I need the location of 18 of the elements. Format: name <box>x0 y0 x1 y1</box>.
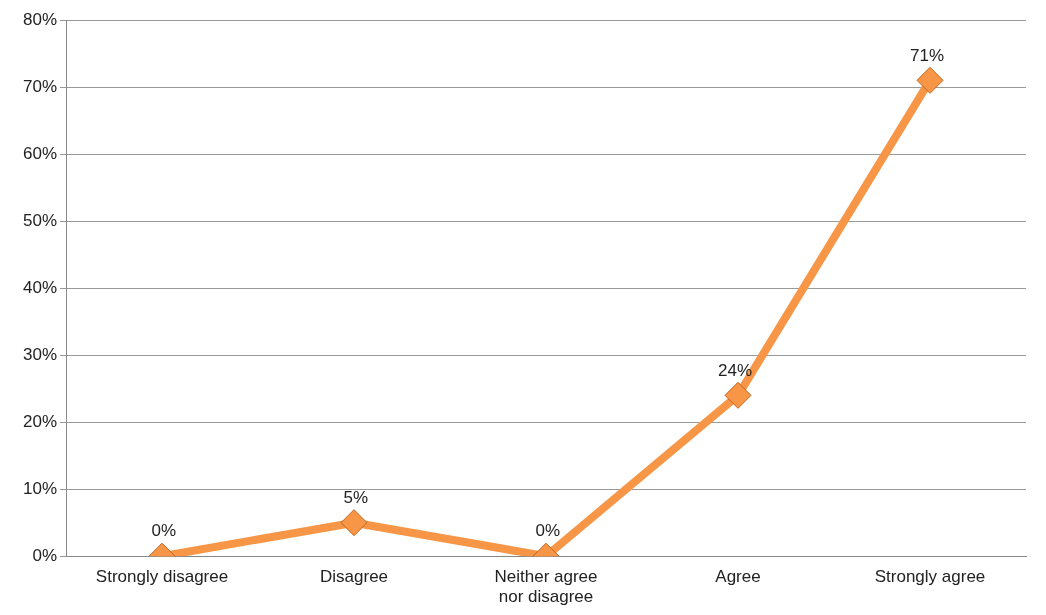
data-label: 0% <box>535 521 561 541</box>
y-tick-label: 30% <box>22 344 58 364</box>
x-tick-label: Agree <box>715 567 761 587</box>
y-tick-label: 20% <box>22 411 58 431</box>
y-tick-label: 50% <box>22 210 58 230</box>
y-tick-label: 0% <box>32 545 58 565</box>
y-tick-label: 70% <box>22 76 58 96</box>
data-label: 0% <box>151 521 177 541</box>
y-tick-label: 40% <box>22 277 58 297</box>
y-tick-label: 60% <box>22 143 58 163</box>
x-tick-label: Neither agree nor disagree <box>494 567 598 607</box>
data-label: 71% <box>909 45 944 65</box>
y-tick-label: 10% <box>22 478 58 498</box>
y-tick-label: 80% <box>22 9 58 29</box>
x-tick-label: Strongly agree <box>874 567 986 587</box>
x-tick-label: Disagree <box>319 567 389 587</box>
data-label: 5% <box>343 487 369 507</box>
x-tick-label: Strongly disagree <box>95 567 229 587</box>
